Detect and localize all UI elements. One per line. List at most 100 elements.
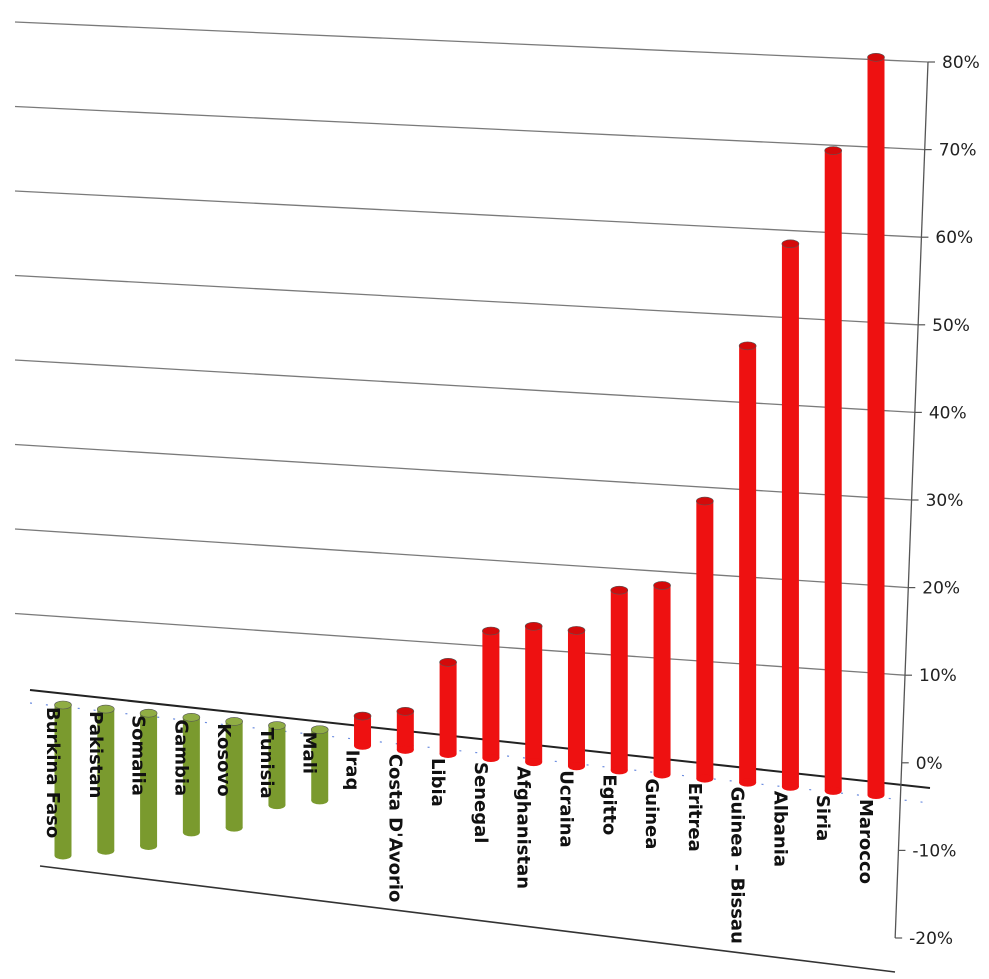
bar: [824, 146, 843, 795]
bar-base: [525, 758, 543, 767]
category-label: Iraq: [342, 750, 363, 791]
bar: [567, 626, 586, 771]
bar-body: [610, 590, 628, 771]
category-label: Eritrea: [684, 783, 705, 852]
value-axis: -20% -10% 0% 10% 20% 30% 40% 50% 60% 70% 80%: [894, 53, 980, 949]
y-tick-label: 60%: [935, 228, 973, 248]
bar-top: [139, 708, 158, 718]
bar: [781, 239, 800, 791]
bar-base: [97, 846, 115, 855]
bar-top: [653, 581, 671, 590]
gridline: [14, 274, 919, 326]
bar-body: [396, 711, 414, 750]
bar: [439, 657, 457, 758]
bar-top: [225, 717, 243, 726]
bar-body: [54, 705, 72, 856]
bar-base: [354, 741, 372, 750]
category-label: Afghanistan: [513, 766, 534, 889]
bar-base: [182, 828, 200, 837]
bar-body: [311, 729, 329, 801]
category-label: Gambia: [170, 719, 191, 796]
bar-body: [268, 725, 286, 806]
bar-top: [396, 706, 415, 716]
bar-body: [824, 150, 842, 791]
bar-top: [268, 721, 286, 730]
bar: [353, 711, 372, 750]
bar: [696, 496, 714, 783]
bar-base: [824, 786, 842, 795]
category-label: Tunisia: [256, 728, 277, 799]
bar-top: [439, 657, 457, 667]
category-label: Pakistan: [85, 711, 106, 798]
bar-base: [54, 851, 72, 860]
bar-top: [310, 725, 329, 734]
category-label: Libia: [427, 758, 448, 807]
gridline: [14, 21, 929, 63]
category-label: Albania: [769, 791, 790, 867]
bar-base: [696, 774, 714, 783]
bar-body: [354, 716, 372, 746]
bar-body: [739, 345, 757, 783]
bar: [524, 621, 543, 767]
bar-base: [439, 749, 457, 758]
bar: [653, 581, 671, 779]
category-label: Siria: [812, 795, 833, 841]
bar-top: [610, 585, 629, 595]
y-tick-label: 0%: [916, 754, 943, 774]
gridlines: [14, 21, 931, 973]
bar: [396, 706, 415, 754]
category-label: Senegal: [470, 762, 491, 843]
y-tick-label: 20%: [922, 579, 960, 599]
bar-top: [824, 146, 843, 155]
category-label: Mali: [299, 732, 320, 774]
bar: [610, 585, 629, 775]
y-tick-label: 70%: [939, 141, 977, 161]
floor-edge-bottom: [39, 865, 896, 973]
bar-body: [696, 501, 714, 779]
gridline: [14, 528, 909, 589]
category-label: Guinea - Bissau: [727, 787, 748, 944]
bar: [310, 725, 329, 805]
bar-body: [225, 721, 243, 828]
bar-base: [396, 745, 414, 754]
gridline: [14, 190, 922, 238]
bars: [54, 52, 885, 860]
bar-base: [739, 778, 757, 787]
bar-body: [525, 626, 543, 763]
bar: [54, 700, 72, 860]
bar-body: [653, 585, 671, 775]
gridline: [14, 105, 925, 151]
category-label: Costa D'Avorio: [384, 754, 405, 903]
bar: [96, 704, 115, 855]
bar-top: [482, 626, 500, 636]
gridline: [14, 443, 912, 501]
bar-base: [268, 801, 286, 810]
bar-top: [96, 704, 115, 714]
bar-base: [867, 791, 885, 799]
bar-base: [610, 766, 628, 775]
bar: [867, 52, 885, 799]
bar-body: [482, 631, 500, 759]
bar-body: [97, 709, 115, 851]
bar-base: [140, 841, 158, 850]
bar-body: [867, 57, 885, 796]
bar: [738, 341, 757, 787]
y-tick-label: -20%: [909, 929, 953, 949]
category-label: Egitto: [598, 774, 619, 835]
floor-edge-back: [29, 689, 931, 789]
y-tick-label: 10%: [919, 666, 957, 686]
bar-body: [182, 717, 200, 833]
gridline: [14, 612, 906, 676]
y-tick-label: 30%: [926, 491, 964, 511]
y-axis-line: [894, 61, 929, 939]
y-tick-label: 80%: [942, 53, 980, 73]
bar: [182, 713, 201, 837]
bar-top: [738, 341, 757, 351]
bar-base: [653, 770, 671, 779]
bar-top: [524, 621, 543, 631]
category-label: Somalia: [128, 715, 149, 796]
category-label: Kosovo: [213, 723, 234, 796]
bar-base: [781, 782, 799, 791]
